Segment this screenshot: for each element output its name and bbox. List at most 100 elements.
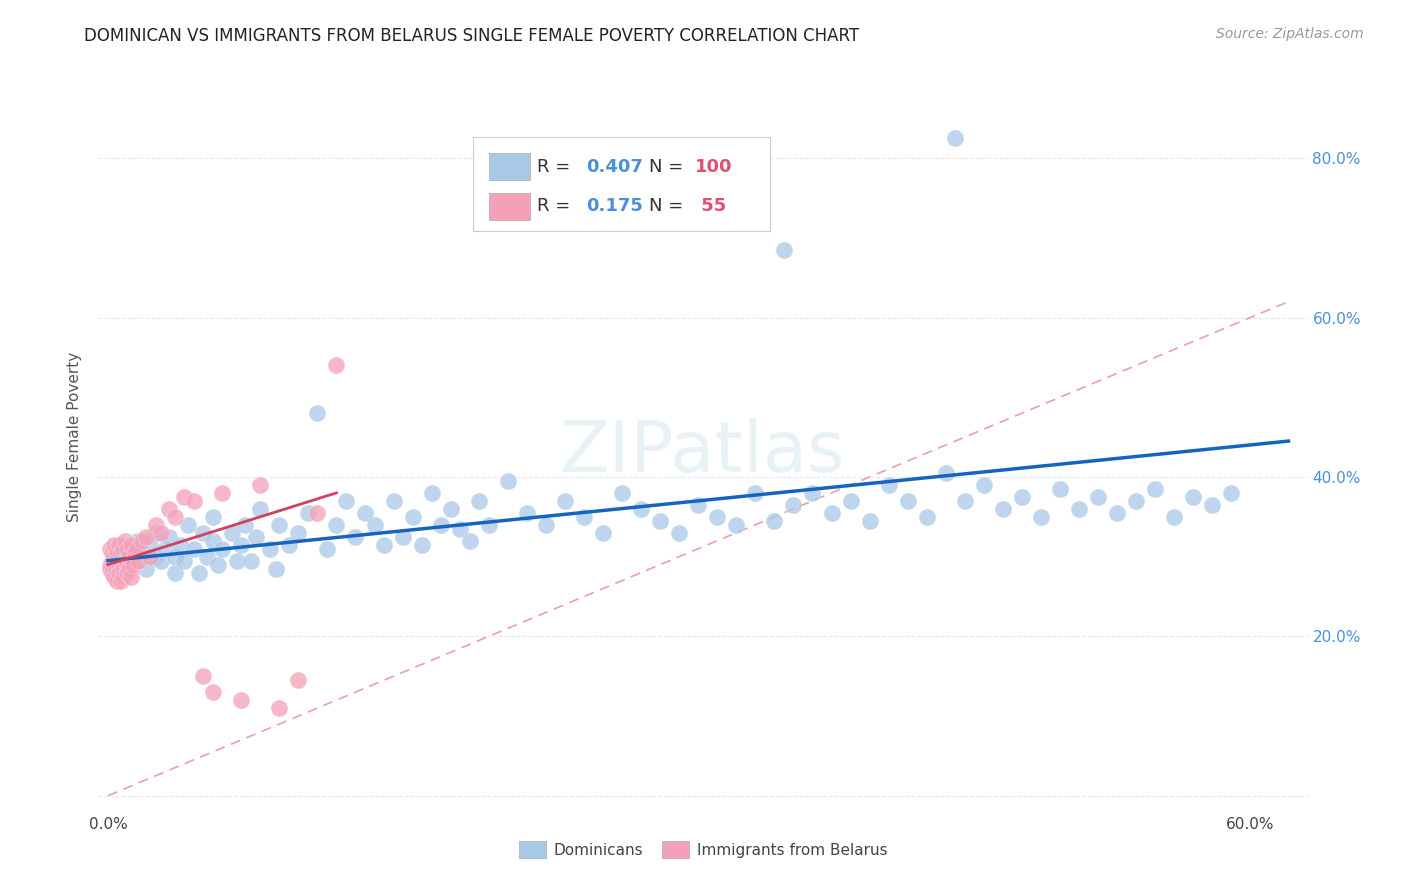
Point — [534, 517, 557, 532]
Point — [173, 554, 195, 568]
Point — [108, 538, 131, 552]
Text: N =: N = — [648, 197, 689, 215]
Point — [1220, 486, 1243, 500]
Point — [373, 538, 395, 552]
Point — [915, 509, 938, 524]
Point — [1107, 506, 1129, 520]
Y-axis label: Single Female Poverty: Single Female Poverty — [67, 352, 83, 522]
Point — [110, 546, 132, 560]
Point — [120, 538, 142, 552]
Point — [157, 501, 180, 516]
Point — [112, 561, 135, 575]
Point — [125, 533, 148, 548]
Point — [120, 569, 142, 583]
Point — [207, 558, 229, 572]
Point — [125, 554, 148, 568]
Point — [211, 486, 233, 500]
Point — [191, 525, 214, 540]
Point — [449, 522, 471, 536]
Point — [1011, 490, 1033, 504]
Point — [1087, 490, 1109, 504]
Point — [201, 533, 224, 548]
Point — [1182, 490, 1205, 504]
Point — [107, 546, 129, 560]
Point — [145, 549, 167, 564]
Point — [307, 506, 329, 520]
Point — [104, 561, 127, 575]
Text: N =: N = — [648, 158, 689, 176]
Point — [354, 506, 377, 520]
Point — [124, 546, 146, 560]
Point — [169, 538, 191, 552]
Point — [706, 509, 728, 524]
Point — [668, 525, 690, 540]
Point — [110, 574, 132, 588]
Point — [877, 478, 900, 492]
Point — [118, 549, 141, 564]
Point — [177, 517, 200, 532]
Point — [145, 525, 167, 540]
Point — [153, 541, 176, 556]
Point — [991, 501, 1014, 516]
Point — [516, 506, 538, 520]
FancyBboxPatch shape — [474, 137, 769, 231]
Point — [195, 549, 218, 564]
Point — [554, 493, 576, 508]
Point — [112, 569, 135, 583]
Point — [118, 561, 141, 575]
Text: 100: 100 — [695, 158, 733, 176]
Point — [150, 525, 173, 540]
Point — [233, 517, 256, 532]
Point — [112, 561, 135, 575]
Point — [325, 359, 347, 373]
Point — [163, 509, 186, 524]
Point — [201, 509, 224, 524]
Point — [1029, 509, 1052, 524]
Point — [688, 498, 710, 512]
Point — [420, 486, 443, 500]
Point — [316, 541, 339, 556]
Point — [103, 538, 125, 552]
Point — [839, 493, 862, 508]
Point — [1201, 498, 1223, 512]
Point — [763, 514, 786, 528]
Point — [115, 541, 138, 556]
Text: ZIPatlas: ZIPatlas — [560, 417, 846, 486]
Point — [287, 525, 309, 540]
Point — [1049, 482, 1071, 496]
Point — [104, 541, 127, 556]
Point — [201, 685, 224, 699]
Point — [163, 566, 186, 580]
Point — [108, 558, 131, 572]
Point — [221, 525, 243, 540]
Point — [725, 517, 748, 532]
Point — [496, 474, 519, 488]
Point — [157, 530, 180, 544]
Point — [935, 466, 957, 480]
Point — [478, 517, 501, 532]
Point — [125, 541, 148, 556]
Point — [107, 574, 129, 588]
Point — [239, 554, 262, 568]
Point — [226, 554, 249, 568]
Point — [115, 566, 138, 580]
Point — [245, 530, 267, 544]
Point — [211, 541, 233, 556]
Text: 0.407: 0.407 — [586, 158, 643, 176]
Point — [1163, 509, 1185, 524]
Text: 0.175: 0.175 — [586, 197, 643, 215]
Point — [183, 541, 205, 556]
Point — [953, 493, 976, 508]
Point — [287, 673, 309, 688]
Point — [121, 558, 143, 572]
Point — [440, 501, 463, 516]
Point — [98, 541, 121, 556]
Point — [335, 493, 357, 508]
Point — [131, 546, 153, 560]
Point — [131, 533, 153, 548]
Point — [801, 486, 824, 500]
Point — [1125, 493, 1147, 508]
Point — [773, 243, 796, 257]
Point — [107, 554, 129, 568]
Point — [392, 530, 415, 544]
